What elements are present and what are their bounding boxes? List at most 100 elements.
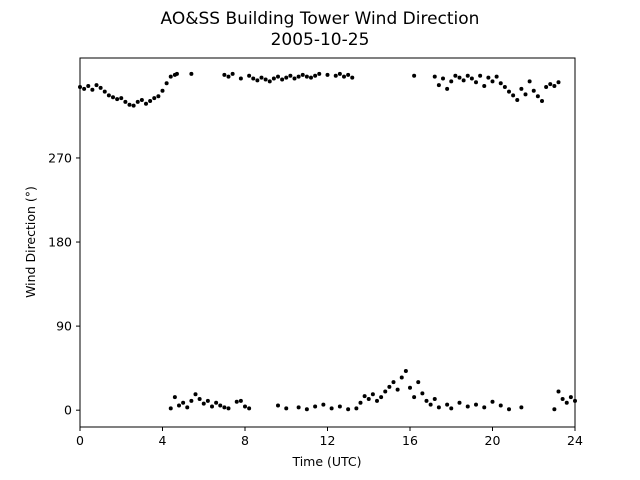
x-tick-label: 20 [485,433,501,448]
data-point [556,389,561,394]
data-point [259,75,264,80]
data-point [86,84,91,89]
data-point [284,406,289,411]
data-point [564,400,569,405]
data-point [498,81,503,86]
data-point [172,395,177,400]
data-point [243,404,247,409]
data-point [90,87,95,92]
data-point [127,102,132,107]
data-point [432,74,437,79]
data-point [465,73,470,78]
y-tick-label: 0 [64,403,72,418]
data-point [436,83,441,88]
data-point [144,101,148,106]
data-point [123,99,128,104]
data-point [185,405,190,410]
data-point [560,396,565,401]
data-point [218,403,223,408]
data-point [304,74,309,79]
data-point [78,84,82,89]
x-tick-label: 4 [159,433,167,448]
data-point [189,71,194,76]
data-point [465,404,470,409]
data-point [457,400,462,405]
data-point [519,405,524,410]
data-point [276,403,280,408]
data-point [474,80,478,85]
data-point [325,72,330,77]
y-tick-label: 180 [48,235,72,250]
data-point [300,72,305,77]
data-point [226,406,231,411]
data-point [540,98,544,103]
data-point [296,74,301,79]
x-tick-label: 24 [567,433,583,448]
data-point [168,74,173,79]
x-tick-label: 12 [320,433,336,448]
data-point [416,380,421,385]
data-point [197,396,202,401]
data-point [412,73,417,78]
data-point [445,402,450,407]
data-point [111,95,115,100]
data-point [568,395,573,400]
data-point [317,71,322,76]
data-point [403,368,408,373]
data-point [321,402,326,407]
data-point [515,98,520,103]
y-tick-label: 270 [48,150,72,165]
data-point [313,404,318,409]
data-point [552,84,557,89]
data-point [168,406,173,411]
data-point [507,407,511,412]
data-point [490,399,495,404]
data-point [408,385,412,390]
data-point [131,103,136,108]
data-point [498,403,503,408]
data-point [177,403,181,408]
data-point [247,73,252,78]
data-point [346,407,351,412]
data-point [226,74,231,79]
data-point [507,89,511,94]
data-point [94,83,99,88]
data-point [445,86,450,91]
data-point [482,84,487,89]
y-tick-label: 90 [56,319,72,334]
data-point [337,404,342,409]
data-point [441,76,445,81]
data-point [284,75,289,80]
data-point [238,76,243,81]
data-point [531,88,536,93]
data-point [420,391,425,396]
data-point [148,98,153,103]
data-point [210,404,214,409]
data-point [222,405,227,410]
data-point [523,92,528,97]
data-point [309,75,313,80]
data-point [193,392,198,397]
data-point [527,79,532,84]
data-point [276,74,280,79]
data-point [271,76,276,81]
data-point [366,396,371,401]
data-point [387,384,392,389]
data-point [189,398,194,403]
data-point [337,71,342,76]
data-point [370,392,375,397]
data-point [160,88,165,93]
data-point [156,94,161,99]
x-tick-label: 16 [402,433,418,448]
data-point [362,394,367,399]
data-point [174,71,179,76]
data-point [548,82,553,87]
data-point [255,78,260,83]
data-point [519,86,524,91]
chart-title: AO&SS Building Tower Wind Direction [161,9,480,29]
y-axis-label: Wind Direction (°) [23,186,38,298]
data-point [346,72,351,77]
data-point [428,402,433,407]
plot-frame [79,57,576,428]
